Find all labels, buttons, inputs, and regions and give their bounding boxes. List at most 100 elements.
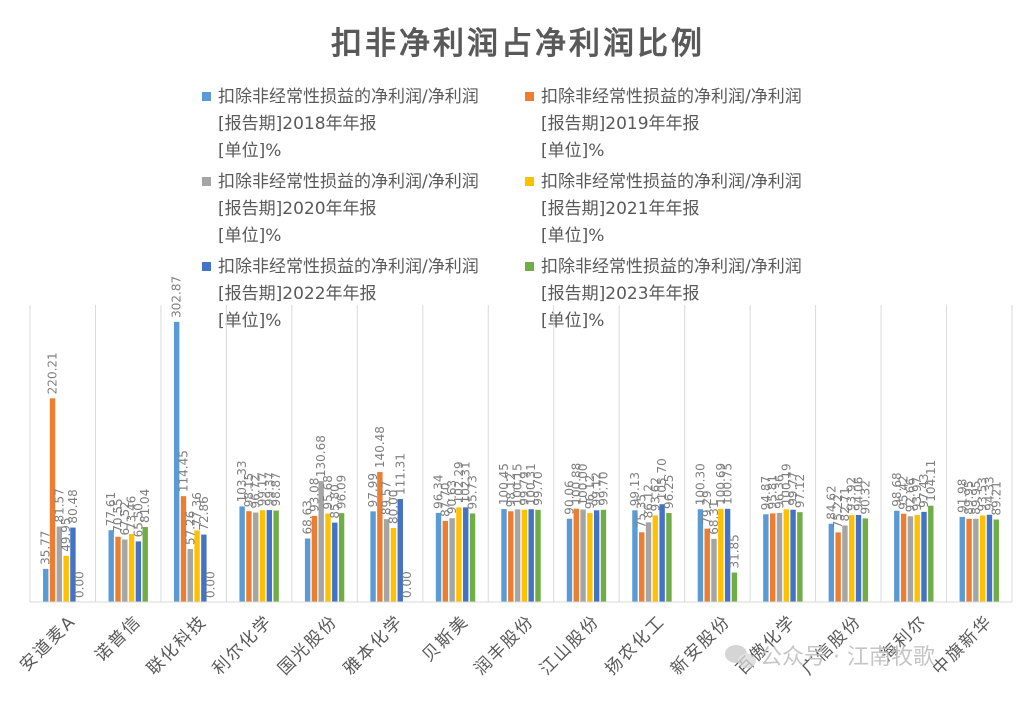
data-label: 97.12 [793,474,807,508]
data-label: 99.70 [531,471,545,505]
data-label: 75.22 [831,494,845,528]
bar [566,518,573,602]
bar [259,510,266,602]
data-label: 86.12 [642,484,656,518]
data-label: 49.95 [59,517,73,551]
data-label: 99.79 [517,471,531,505]
data-label: 82.71 [838,487,852,521]
legend-swatch [525,177,534,186]
bar [304,538,311,602]
bar [914,515,920,602]
data-label: 77.36 [190,492,204,526]
bar [187,549,193,602]
bar [704,528,710,602]
data-label: 72.86 [197,496,211,530]
bar [986,514,993,602]
bar [842,525,848,602]
legend-label: 扣除非经常性损益的净利润/净利润[报告期]2019年年报[单位]% [541,87,802,161]
bar [135,541,142,602]
data-label: 100.15 [511,463,525,505]
bar [921,511,927,602]
bar [122,539,128,602]
data-label: 80.48 [66,489,80,523]
bar [776,512,783,602]
data-label: 99.13 [628,472,642,506]
chart-title: 扣非净利润占净利润比例 [331,26,705,62]
bar [63,555,69,602]
bar [718,508,724,602]
bar [711,538,717,602]
data-label: 100.69 [714,463,728,505]
bar [521,509,528,602]
bar [966,518,972,602]
bar [769,513,776,602]
data-label: 98.15 [242,473,256,507]
legend-swatch [202,177,211,186]
data-label: 73.46 [125,496,139,530]
bar [49,398,56,602]
bar [763,514,769,602]
data-label: 93.08 [307,478,321,512]
data-label: 99.12 [590,472,604,506]
data-label: 77.61 [104,492,118,526]
bar [928,505,934,602]
bar [115,536,121,602]
bar [645,522,652,602]
data-label: 99.70 [596,471,610,505]
bar [370,511,376,602]
data-label: 81.04 [138,489,152,523]
bar [652,515,659,602]
data-label: 100.45 [497,463,511,505]
data-label: 94.06 [852,477,866,511]
bar [783,509,789,602]
data-label: 91.98 [955,479,969,513]
bar [332,522,338,602]
bar [900,513,907,602]
data-label: 92.66 [903,478,917,512]
legend-item: 扣除非经常性损益的净利润/净利润[报告期]2018年年报[单位]% [202,87,479,161]
data-label: 111.31 [393,453,407,495]
data-label: 57.26 [183,511,197,545]
data-label: 95.73 [466,475,480,509]
chart-legend: 扣除非经常性损益的净利润/净利润[报告期]2018年年报[单位]% 扣除非经常性损… [202,87,802,331]
watermark-text: 公众号 · 江南牧歌 [760,645,935,670]
bar [580,509,586,602]
bar [790,509,796,602]
data-label: 68.31 [707,500,721,534]
data-label: 96.12 [583,475,597,509]
legend-label: 扣除非经常性损益的净利润/净利润[报告期]2021年年报[单位]% [541,172,802,246]
data-label: 81.57 [52,488,66,522]
data-label: 35.77 [39,531,53,565]
data-label: 93.92 [845,477,859,511]
bar [797,512,803,602]
bar [194,530,200,602]
bar [632,510,638,602]
data-label: 0.00 [73,571,87,598]
data-label: 65.50 [131,503,145,537]
legend-label: 扣除非经常性损益的净利润/净利润[报告期]2022年年报[单位]% [218,257,479,331]
data-label: 31.85 [727,534,741,568]
bar [390,528,397,602]
bar-series-group [43,321,999,602]
data-label: 100.19 [779,463,793,505]
data-label: 97.99 [366,473,380,507]
bar [535,509,541,602]
bar [318,481,324,602]
bar [666,512,672,602]
data-label: 90.32 [858,480,872,514]
data-label: 80.00 [386,490,400,524]
data-label: 93.53 [976,477,990,511]
bar [383,519,390,602]
bar [56,526,63,602]
data-label: 220.21 [46,352,60,394]
data-label: 140.48 [373,426,387,468]
bar [828,523,835,602]
bar [469,513,476,602]
data-label: 94.87 [759,476,773,510]
bar [724,508,731,602]
bar [508,511,514,602]
bar [849,515,855,602]
data-label: 95.68 [321,475,335,509]
data-label: 100.00 [576,464,590,506]
